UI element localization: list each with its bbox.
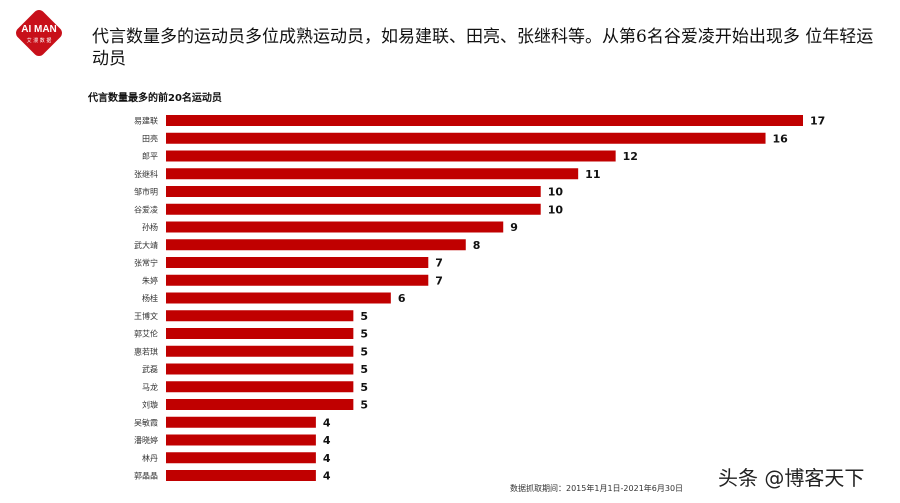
bar bbox=[166, 452, 316, 464]
data-label: 17 bbox=[810, 115, 825, 128]
bar bbox=[166, 416, 316, 428]
data-label: 5 bbox=[360, 310, 368, 323]
data-label: 8 bbox=[473, 239, 481, 252]
data-label: 10 bbox=[548, 186, 564, 199]
data-label: 5 bbox=[360, 399, 368, 412]
category-label: 郎平 bbox=[142, 151, 158, 161]
data-label: 4 bbox=[323, 452, 331, 465]
bar bbox=[166, 434, 316, 446]
category-label: 张常宁 bbox=[134, 258, 158, 268]
data-label: 5 bbox=[360, 381, 368, 394]
category-label: 邹市明 bbox=[134, 187, 158, 197]
bar bbox=[166, 221, 504, 233]
bar bbox=[166, 186, 541, 197]
category-label: 朱婷 bbox=[142, 275, 158, 285]
bar bbox=[166, 328, 354, 339]
category-label: 郭艾伦 bbox=[134, 329, 158, 339]
data-label: 6 bbox=[398, 292, 406, 305]
bar bbox=[166, 470, 316, 481]
category-label: 潘晓婷 bbox=[134, 435, 158, 445]
bar bbox=[166, 363, 354, 375]
data-label: 4 bbox=[323, 434, 331, 447]
data-label: 12 bbox=[623, 150, 638, 163]
bar bbox=[166, 292, 391, 304]
data-label: 16 bbox=[773, 132, 789, 145]
category-label: 马龙 bbox=[142, 382, 158, 392]
data-label: 9 bbox=[510, 221, 518, 234]
category-label: 王博文 bbox=[134, 311, 158, 321]
category-label: 易建联 bbox=[134, 116, 158, 126]
bar bbox=[166, 399, 354, 410]
bar bbox=[166, 132, 766, 144]
logo-subtext: 艾 漫 数 据 bbox=[26, 38, 52, 44]
bar bbox=[166, 274, 429, 286]
category-label: 武大靖 bbox=[134, 240, 158, 250]
category-label: 林丹 bbox=[142, 453, 158, 463]
data-label: 5 bbox=[360, 345, 368, 358]
headline: 代言数量多的运动员多位成熟运动员，如易建联、田亮、张继科等。从第6名谷爱凌开始出… bbox=[92, 27, 874, 69]
aiman-logo: AI MAN 艾 漫 数 据 bbox=[13, 7, 65, 59]
category-label: 张继科 bbox=[134, 169, 158, 179]
category-label: 武磊 bbox=[142, 364, 158, 374]
category-label: 刘璇 bbox=[142, 400, 158, 410]
bar bbox=[166, 150, 616, 162]
bar bbox=[166, 257, 429, 268]
bar bbox=[166, 381, 354, 393]
bar bbox=[166, 310, 354, 322]
bar bbox=[166, 345, 354, 357]
logo-text: AI MAN bbox=[21, 24, 57, 35]
category-label: 谷爱凌 bbox=[134, 204, 158, 214]
category-label: 杨桂 bbox=[142, 293, 158, 303]
data-label: 10 bbox=[548, 203, 564, 216]
category-label: 郭晶晶 bbox=[134, 471, 158, 481]
bar bbox=[166, 203, 541, 215]
data-label: 4 bbox=[323, 416, 331, 429]
category-label: 吴敏霞 bbox=[134, 417, 158, 427]
watermark: 头条 @博客天下 bbox=[718, 466, 865, 490]
category-label: 孙杨 bbox=[142, 222, 158, 232]
chart-title: 代言数量最多的前20名运动员 bbox=[88, 93, 222, 104]
data-label: 5 bbox=[360, 328, 368, 341]
data-label: 7 bbox=[435, 257, 443, 270]
data-label: 4 bbox=[323, 470, 331, 483]
category-label: 惠若琪 bbox=[134, 346, 158, 356]
bar bbox=[166, 239, 466, 251]
data-label: 5 bbox=[360, 363, 368, 376]
data-label: 11 bbox=[585, 168, 600, 181]
data-label: 7 bbox=[435, 274, 443, 287]
bar bbox=[166, 168, 579, 180]
category-label: 田亮 bbox=[142, 133, 158, 143]
source-note: 数据抓取期间：2015年1月1日-2021年6月30日 bbox=[510, 484, 684, 493]
bar bbox=[166, 115, 803, 126]
